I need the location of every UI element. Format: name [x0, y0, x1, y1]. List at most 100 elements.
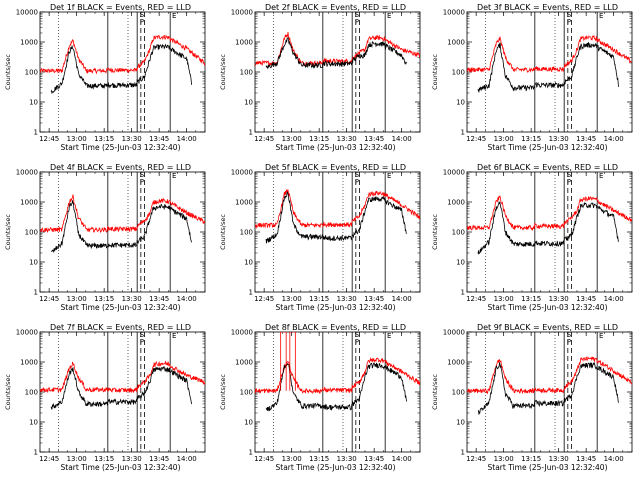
x-tick-label: 12:45	[39, 295, 59, 303]
y-tick-label: 10000	[16, 329, 38, 337]
series-events-line	[477, 41, 620, 94]
x-tick-label: 13:00	[282, 295, 302, 303]
marker-s: S	[567, 171, 572, 179]
y-tick-label: 10000	[443, 329, 465, 337]
y-tick-label: 100	[452, 389, 465, 397]
y-tick-label: 1	[249, 449, 253, 457]
x-tick-label: 13:45	[576, 295, 596, 303]
panel-title: Det 6f BLACK = Events, RED = LLD	[477, 163, 618, 172]
y-tick-label: 1000	[447, 39, 465, 47]
plot-area	[255, 332, 420, 412]
panel-det-8: Det 8f BLACK = Events, RED = LLD 1 10 100 10…	[219, 323, 421, 472]
marker-e: E	[172, 172, 176, 180]
y-tick-label: 10	[29, 419, 38, 427]
marker-e: E	[172, 332, 176, 340]
y-tick-label: 10000	[231, 329, 253, 337]
y-tick-label: 1	[461, 129, 465, 137]
plot-area	[40, 360, 205, 410]
marker-p: P	[140, 178, 144, 186]
y-tick-label: 10	[244, 259, 253, 267]
x-tick-label: 14:00	[177, 135, 197, 143]
x-tick-label: 13:30	[549, 455, 569, 463]
x-axis-label: Start Time (25-Jun-03 12:32:40)	[276, 143, 396, 152]
series-events-line	[477, 362, 619, 415]
x-tick-label: 13:00	[282, 455, 302, 463]
y-tick-label: 10	[244, 99, 253, 107]
y-tick-label: 100	[452, 69, 465, 77]
series-lld-line	[467, 34, 632, 74]
x-tick-label: 13:45	[149, 135, 169, 143]
x-axis-label: Start Time (25-Jun-03 12:32:40)	[276, 463, 396, 472]
lld-saturation-spike	[289, 332, 296, 391]
plot-frame	[254, 331, 421, 453]
panel-title: Det 1f BLACK = Events, RED = LLD	[50, 3, 191, 12]
y-tick-label: 100	[240, 229, 253, 237]
x-tick-label: 13:45	[364, 135, 384, 143]
marker-s: S	[567, 11, 572, 19]
y-tick-label: 1000	[20, 39, 38, 47]
x-tick-label: 13:15	[309, 455, 329, 463]
x-tick-label: 14:00	[604, 295, 624, 303]
plot-area	[255, 31, 420, 69]
x-tick-label: 13:30	[122, 135, 142, 143]
panel-det-7: Det 7f BLACK = Events, RED = LLD 1 10 100 10…	[4, 323, 206, 472]
marker-e: E	[599, 172, 603, 180]
series-events-line	[265, 362, 408, 412]
marker-p: P	[567, 18, 571, 26]
y-tick-label: 100	[452, 229, 465, 237]
series-lld-line	[467, 356, 632, 395]
marker-p: P	[355, 18, 359, 26]
y-tick-label: 10000	[16, 9, 38, 17]
marker-e: E	[387, 172, 391, 180]
x-tick-label: 12:45	[254, 455, 274, 463]
x-tick-label: 14:00	[604, 135, 624, 143]
y-tick-label: 10000	[16, 169, 38, 177]
y-tick-label: 10	[29, 259, 38, 267]
x-tick-label: 13:45	[576, 455, 596, 463]
x-tick-label: 13:15	[309, 295, 329, 303]
panel-title: Det 3f BLACK = Events, RED = LLD	[477, 3, 618, 12]
y-axis-label: Counts/sec	[431, 214, 439, 250]
plot-area	[40, 194, 205, 254]
x-tick-label: 13:45	[576, 135, 596, 143]
x-tick-label: 12:45	[39, 135, 59, 143]
panel-title: Det 2f BLACK = Events, RED = LLD	[265, 3, 406, 12]
x-tick-label: 13:15	[94, 295, 114, 303]
x-tick-label: 13:45	[149, 295, 169, 303]
y-tick-label: 100	[240, 69, 253, 77]
x-tick-label: 14:00	[177, 455, 197, 463]
x-tick-label: 13:00	[67, 295, 87, 303]
y-axis-label: Counts/sec	[431, 54, 439, 90]
plot-frame	[39, 171, 206, 293]
x-tick-label: 13:00	[494, 295, 514, 303]
x-tick-label: 14:00	[604, 455, 624, 463]
series-events-line	[50, 365, 193, 410]
marker-p: P	[355, 178, 359, 186]
x-tick-label: 14:00	[177, 295, 197, 303]
x-tick-label: 13:15	[521, 135, 541, 143]
plot-frame	[254, 11, 421, 133]
marker-s: S	[140, 331, 145, 339]
series-events-line	[50, 43, 193, 94]
marker-p: P	[140, 338, 144, 346]
marker-p: P	[567, 338, 571, 346]
y-tick-label: 1000	[20, 199, 38, 207]
x-tick-label: 13:30	[337, 135, 357, 143]
marker-s: S	[355, 11, 360, 19]
x-axis-label: Start Time (25-Jun-03 12:32:40)	[276, 303, 396, 312]
panel-det-3: Det 3f BLACK = Events, RED = LLD 1 10 100 10…	[431, 3, 633, 152]
x-tick-label: 13:00	[67, 455, 87, 463]
y-axis-label: Counts/sec	[219, 374, 227, 410]
panel-det-6: Det 6f BLACK = Events, RED = LLD 1 10 100 10…	[431, 163, 633, 312]
x-tick-label: 12:45	[466, 455, 486, 463]
y-axis-label: Counts/sec	[219, 214, 227, 250]
y-axis-label: Counts/sec	[219, 54, 227, 90]
series-lld-line	[40, 360, 205, 394]
x-tick-label: 13:30	[337, 295, 357, 303]
x-axis-label: Start Time (25-Jun-03 12:32:40)	[61, 143, 181, 152]
y-tick-label: 10000	[443, 169, 465, 177]
panel-title: Det 4f BLACK = Events, RED = LLD	[50, 163, 191, 172]
y-tick-label: 100	[25, 389, 38, 397]
y-tick-label: 10	[244, 419, 253, 427]
y-tick-label: 10	[456, 259, 465, 267]
